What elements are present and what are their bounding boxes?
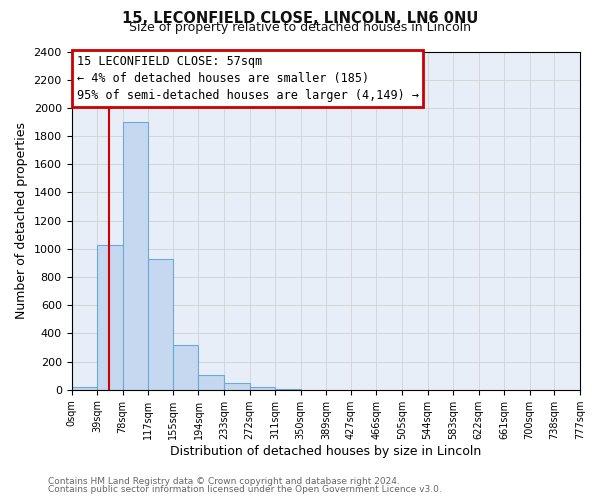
Text: Contains public sector information licensed under the Open Government Licence v3: Contains public sector information licen… bbox=[48, 485, 442, 494]
Text: 15, LECONFIELD CLOSE, LINCOLN, LN6 0NU: 15, LECONFIELD CLOSE, LINCOLN, LN6 0NU bbox=[122, 11, 478, 26]
Bar bbox=[250, 387, 275, 390]
Bar bbox=[97, 246, 122, 390]
Text: Size of property relative to detached houses in Lincoln: Size of property relative to detached ho… bbox=[129, 21, 471, 34]
Bar bbox=[173, 346, 199, 390]
Bar bbox=[122, 122, 148, 390]
Bar bbox=[199, 375, 224, 390]
X-axis label: Distribution of detached houses by size in Lincoln: Distribution of detached houses by size … bbox=[170, 444, 481, 458]
Text: 15 LECONFIELD CLOSE: 57sqm
← 4% of detached houses are smaller (185)
95% of semi: 15 LECONFIELD CLOSE: 57sqm ← 4% of detac… bbox=[77, 55, 419, 102]
Text: Contains HM Land Registry data © Crown copyright and database right 2024.: Contains HM Land Registry data © Crown c… bbox=[48, 477, 400, 486]
Bar bbox=[224, 382, 250, 390]
Bar bbox=[275, 389, 301, 390]
Bar bbox=[148, 258, 173, 390]
Bar bbox=[71, 387, 97, 390]
Y-axis label: Number of detached properties: Number of detached properties bbox=[15, 122, 28, 319]
